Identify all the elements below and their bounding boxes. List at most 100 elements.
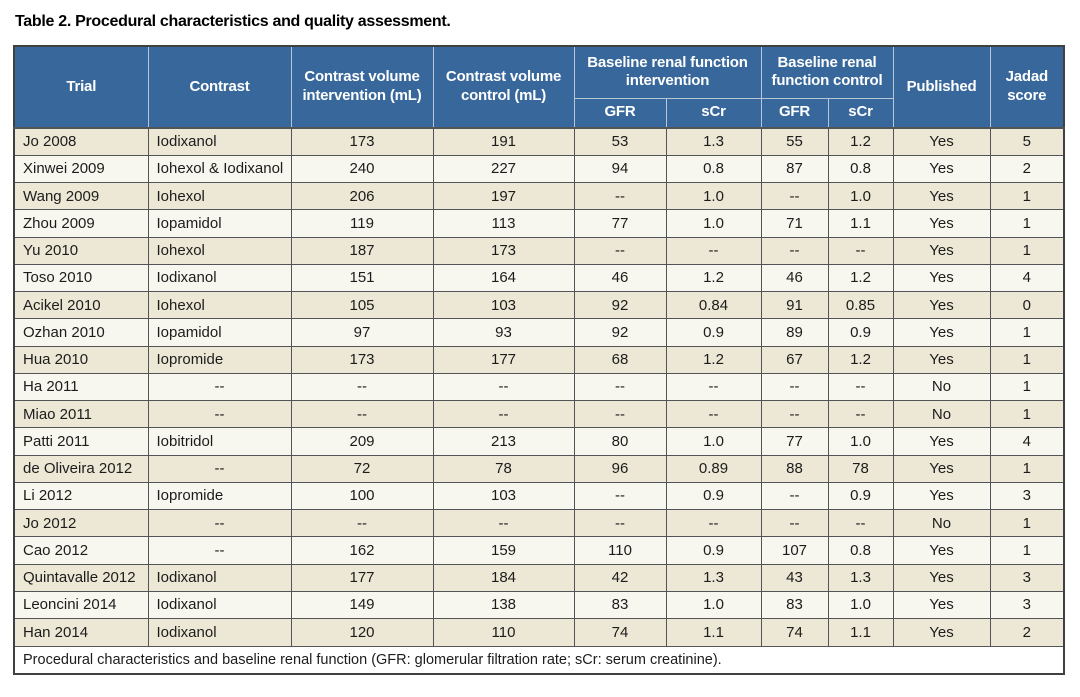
table-cell: 191: [432, 127, 575, 156]
table-cell: --: [147, 508, 292, 538]
table-cell: 77: [573, 209, 667, 238]
table-cell: 77: [760, 427, 829, 456]
table-cell: Yes: [892, 345, 991, 374]
table-cell: --: [147, 399, 292, 429]
table-cell: 113: [432, 209, 575, 238]
table-row: Jo 2008 Iodixanol 173 191 53 1.3 55 1.2 Yes 5: [13, 127, 1065, 156]
table-cell: 0.85: [827, 290, 894, 320]
table-cell: Han 2014: [13, 618, 149, 647]
table-cell: --: [290, 399, 434, 429]
table-cell: 2: [989, 618, 1065, 647]
table-cell: 110: [573, 536, 667, 565]
table-cell: Iopamidol: [147, 209, 292, 238]
table-cell: 110: [432, 618, 575, 647]
table-cell: Zhou 2009: [13, 209, 149, 238]
table-row: Patti 2011 Iobitridol 209 213 80 1.0 77 1.0 Yes 4: [13, 427, 1065, 456]
header-trial: Trial: [13, 45, 149, 129]
header-published: Published: [892, 45, 991, 129]
table-cell: 74: [573, 618, 667, 647]
table-cell: Patti 2011: [13, 427, 149, 456]
header-row-main: Trial Contrast Contrast volume intervent…: [13, 45, 1065, 129]
table-cell: Yes: [892, 290, 991, 320]
table-cell: 67: [760, 345, 829, 374]
table-cell: 4: [989, 427, 1065, 456]
table-cell: --: [665, 372, 762, 402]
table-cell: --: [760, 372, 829, 402]
table-cell: 206: [290, 181, 434, 211]
table-cell: 1.2: [827, 263, 894, 293]
table-cell: 197: [432, 181, 575, 211]
table-row: Ozhan 2010 Iopamidol 97 93 92 0.9 89 0.9 Yes 1: [13, 318, 1065, 347]
table-cell: 0.9: [665, 536, 762, 565]
table-cell: --: [290, 508, 434, 538]
table-cell: --: [147, 536, 292, 565]
table-cell: --: [147, 454, 292, 483]
table-cell: 187: [290, 236, 434, 265]
table-row: de Oliveira 2012 -- 72 78 96 0.89 88 78 Yes 1: [13, 454, 1065, 483]
table-cell: 1: [989, 454, 1065, 483]
table-cell: --: [760, 181, 829, 211]
table-row: Xinwei 2009 Iohexol & Iodixanol 240 227 94 0.…: [13, 154, 1065, 184]
table-cell: 97: [290, 318, 434, 347]
table-cell: 42: [573, 563, 667, 592]
table-cell: 0.8: [827, 536, 894, 565]
table-cell: Yes: [892, 209, 991, 238]
table-cell: Yes: [892, 454, 991, 483]
table-cell: 164: [432, 263, 575, 293]
table-cell: 162: [290, 536, 434, 565]
table-cell: 78: [827, 454, 894, 483]
table-cell: Yes: [892, 127, 991, 156]
table-cell: 1.0: [665, 427, 762, 456]
table-cell: Acikel 2010: [13, 290, 149, 320]
table-cell: 0.84: [665, 290, 762, 320]
table-cell: --: [827, 399, 894, 429]
table-cell: 1: [989, 318, 1065, 347]
table-cell: 107: [760, 536, 829, 565]
table-row: Hua 2010 Iopromide 173 177 68 1.2 67 1.2 Yes 1: [13, 345, 1065, 374]
table-cell: 0.9: [827, 318, 894, 347]
table-cell: Miao 2011: [13, 399, 149, 429]
table-cell: 92: [573, 290, 667, 320]
header-scr-control: sCr: [827, 97, 894, 129]
table-cell: Iopromide: [147, 345, 292, 374]
table-cell: Yu 2010: [13, 236, 149, 265]
table-cell: 71: [760, 209, 829, 238]
table-cell: Yes: [892, 427, 991, 456]
table-cell: 177: [432, 345, 575, 374]
table-cell: Yes: [892, 563, 991, 592]
table-row: Han 2014 Iodixanol 120 110 74 1.1 74 1.1 Yes 2: [13, 618, 1065, 647]
table-cell: 68: [573, 345, 667, 374]
table-cell: Toso 2010: [13, 263, 149, 293]
table-cell: Jo 2012: [13, 508, 149, 538]
table-row: Wang 2009 Iohexol 206 197 -- 1.0 -- 1.0 Yes 1: [13, 181, 1065, 211]
table-cell: Iopromide: [147, 481, 292, 511]
table-cell: Iodixanol: [147, 263, 292, 293]
table-cell: 119: [290, 209, 434, 238]
table-cell: No: [892, 399, 991, 429]
table-cell: 43: [760, 563, 829, 592]
table-row: Li 2012 Iopromide 100 103 -- 0.9 -- 0.9 Yes 3: [13, 481, 1065, 511]
table-cell: 1: [989, 236, 1065, 265]
table-cell: Yes: [892, 590, 991, 620]
table-cell: 1.1: [665, 618, 762, 647]
table-cell: --: [760, 481, 829, 511]
table-cell: 93: [432, 318, 575, 347]
table-cell: 105: [290, 290, 434, 320]
table-cell: 0.8: [827, 154, 894, 184]
table-row: Zhou 2009 Iopamidol 119 113 77 1.0 71 1.1 Yes 1: [13, 209, 1065, 238]
table-cell: 1.0: [827, 590, 894, 620]
table-cell: Iopamidol: [147, 318, 292, 347]
table-cell: --: [760, 236, 829, 265]
table-cell: Yes: [892, 236, 991, 265]
table-cell: --: [760, 399, 829, 429]
table-row: Quintavalle 2012 Iodixanol 177 184 42 1.3 43 1.…: [13, 563, 1065, 592]
table-cell: --: [432, 508, 575, 538]
table-cell: 80: [573, 427, 667, 456]
table-row: Yu 2010 Iohexol 187 173 -- -- -- -- Yes 1: [13, 236, 1065, 265]
table-footer: Procedural characteristics and baseline …: [13, 645, 1065, 675]
table-cell: --: [573, 236, 667, 265]
table-cell: Iohexol: [147, 181, 292, 211]
table-cell: Xinwei 2009: [13, 154, 149, 184]
table-cell: 74: [760, 618, 829, 647]
table-cell: Wang 2009: [13, 181, 149, 211]
